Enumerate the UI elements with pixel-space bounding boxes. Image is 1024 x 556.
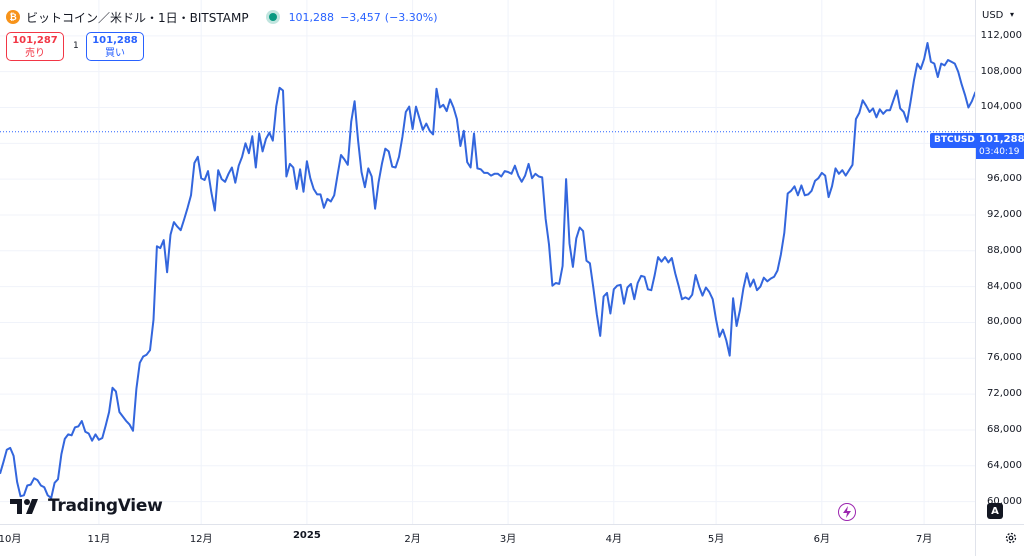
- y-tick-label: 60,000: [987, 495, 1022, 507]
- sell-button[interactable]: 101,287 売り: [6, 32, 64, 61]
- symbol-header[interactable]: ₿ ビットコイン／米ドル・1日・BITSTAMP 101,288 −3,457 …: [6, 8, 438, 26]
- market-open-indicator: [268, 13, 277, 21]
- last-price-label: 101,288 03:40:19: [976, 133, 1024, 159]
- y-tick-label: 92,000: [987, 208, 1022, 220]
- x-tick-label: 5月: [707, 534, 725, 545]
- tradingview-logo[interactable]: TradingView: [10, 496, 163, 516]
- x-tick-label: 6月: [813, 534, 830, 545]
- header-price: 101,288: [288, 10, 335, 24]
- axis-corner: [975, 524, 1024, 556]
- x-tick-label: 11月: [87, 534, 111, 545]
- buy-price: 101,288: [92, 35, 138, 46]
- grid: [0, 0, 975, 524]
- currency-selector[interactable]: USD: [982, 10, 1004, 21]
- symbol-title[interactable]: ビットコイン／米ドル・1日・BITSTAMP: [26, 10, 249, 25]
- y-tick-label: 108,000: [980, 65, 1022, 77]
- y-tick-label: 104,000: [980, 101, 1022, 113]
- bar-countdown: 03:40:19: [979, 147, 1020, 157]
- x-tick-label: 7月: [915, 534, 933, 545]
- sell-price: 101,287: [12, 35, 58, 46]
- y-tick-label: 68,000: [987, 423, 1022, 435]
- sell-label: 売り: [25, 48, 45, 59]
- y-tick-label: 80,000: [987, 316, 1022, 328]
- x-tick-label: 10月: [0, 534, 22, 545]
- bitcoin-icon: ₿: [6, 10, 20, 24]
- symbol-tag: BTCUSD: [930, 133, 979, 148]
- x-tick-label: 2025: [292, 530, 321, 541]
- y-tick-label: 72,000: [987, 388, 1022, 400]
- price-line: [0, 42, 990, 499]
- y-tick-label: 96,000: [987, 173, 1022, 185]
- buy-label: 買い: [105, 48, 125, 59]
- x-tick-label: 12月: [189, 534, 213, 545]
- tradingview-logo-icon: [10, 499, 38, 514]
- chevron-down-icon[interactable]: ▾: [1010, 10, 1015, 19]
- y-tick-label: 88,000: [987, 244, 1022, 256]
- buy-button[interactable]: 101,288 買い: [86, 32, 144, 61]
- x-tick-label: 4月: [605, 534, 622, 545]
- spread-value: 1: [73, 41, 79, 51]
- y-tick-label: 112,000: [980, 29, 1022, 41]
- last-price-value: 101,288: [979, 134, 1024, 145]
- header-change-percent: (−3.30%): [384, 10, 438, 24]
- chart-area[interactable]: [0, 0, 996, 524]
- price-chart[interactable]: [0, 0, 996, 524]
- x-tick-label: 3月: [499, 534, 517, 545]
- y-tick-label: 84,000: [987, 280, 1022, 292]
- header-change: −3,457: [340, 10, 381, 24]
- logo-text: TradingView: [48, 496, 163, 516]
- time-axis[interactable]: [0, 524, 975, 556]
- price-axis[interactable]: [975, 0, 1024, 524]
- auto-scale-button[interactable]: A: [987, 503, 1003, 519]
- gear-icon[interactable]: [1004, 531, 1018, 545]
- x-tick-label: 2月: [404, 534, 421, 545]
- y-tick-label: 64,000: [987, 459, 1022, 471]
- y-tick-label: 76,000: [987, 352, 1022, 364]
- lightning-icon[interactable]: [838, 503, 856, 521]
